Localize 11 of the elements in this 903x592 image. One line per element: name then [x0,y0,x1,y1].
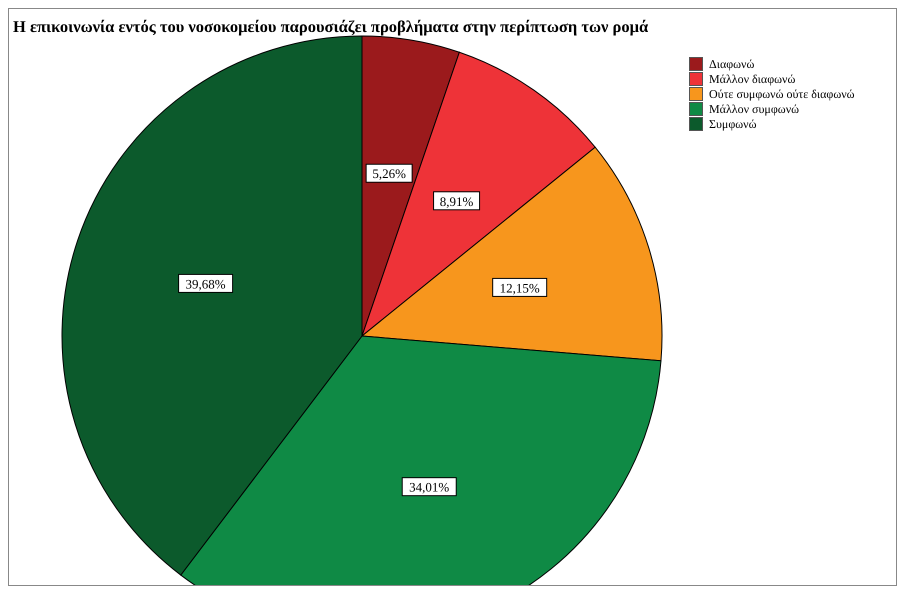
data-label: 12,15% [500,280,540,296]
data-label: 39,68% [186,276,226,292]
legend-label: Μάλλον συμφωνώ [709,102,800,116]
data-label: 5,26% [372,166,406,182]
data-label: 34,01% [409,480,450,495]
legend-label: Διαφωνώ [709,56,754,70]
data-label: 8,91% [440,194,474,209]
chart-title: Η επικοινωνία εντός του νοσοκομείου παρουσιάζει προβλήματα στην περίπτωση των ρομά [13,17,648,37]
legend-label: Μάλλον διαφωνώ [709,72,796,86]
legend-label: Συμφωνώ [709,116,757,130]
legend-label: Ούτε συμφωνώ ούτε διαφωνώ [709,86,855,100]
